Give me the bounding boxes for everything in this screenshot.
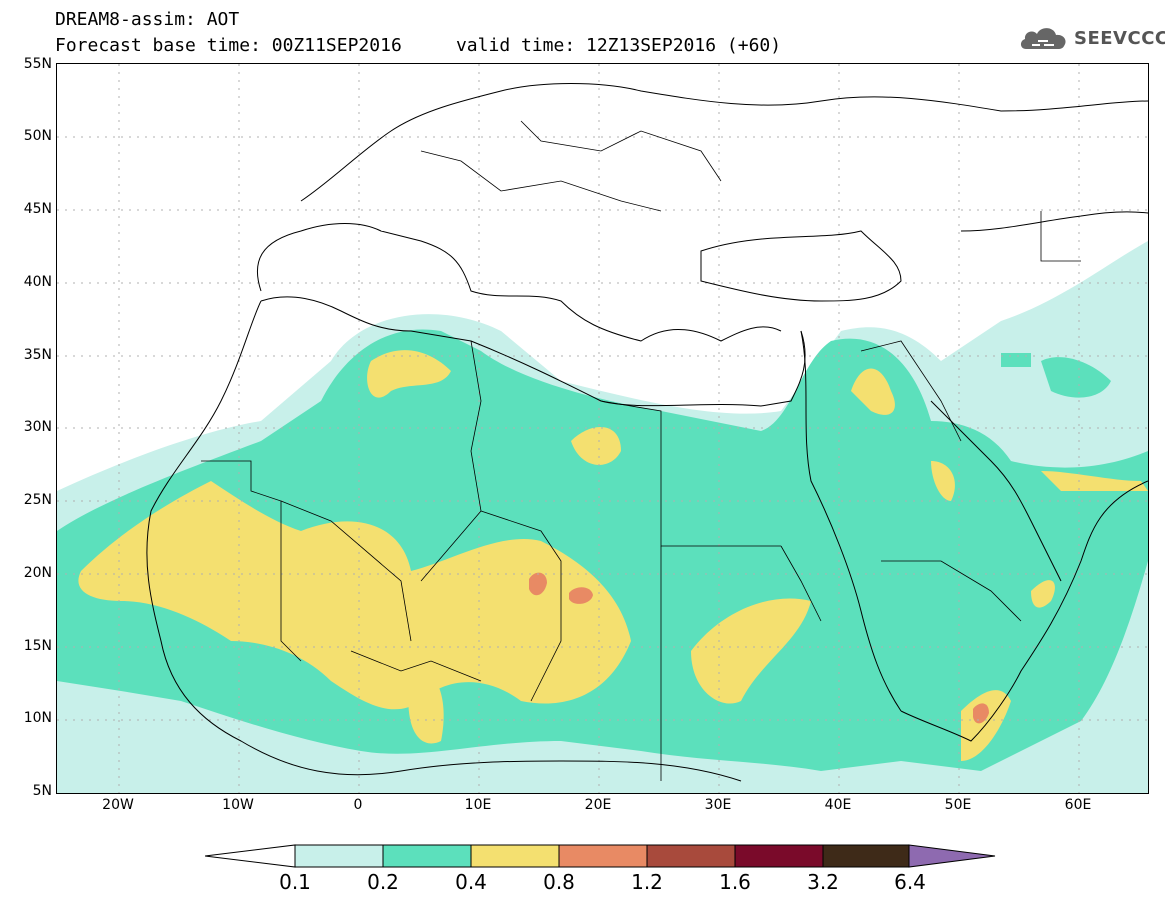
colorbar-label-0-1: 0.1 (279, 870, 311, 894)
graticule (57, 64, 1148, 793)
lat-label-30n: 30N (23, 419, 52, 435)
borders (201, 120, 1081, 781)
coastlines (146, 83, 1148, 782)
lat-label-50n: 50N (23, 128, 52, 144)
chart-title: DREAM8-assim: AOT (55, 9, 240, 30)
lon-label-10w: 10W (222, 797, 254, 813)
lat-label-45n: 45N (23, 201, 52, 217)
colorbar-label-0-8: 0.8 (543, 870, 575, 894)
colorbar-label-1-6: 1.6 (719, 870, 751, 894)
map-canvas (57, 64, 1148, 793)
lon-label-0: 0 (353, 797, 363, 813)
colorbar-swatch-4 (646, 844, 736, 868)
colorbar-swatch-3 (558, 844, 648, 868)
lat-label-5n: 5N (32, 783, 52, 799)
lat-label-55n: 55N (23, 56, 52, 72)
colorbar-swatch-1 (382, 844, 472, 868)
colorbar-label-3-2: 3.2 (807, 870, 839, 894)
colorbar-under-arrow (205, 844, 296, 868)
lon-label-40e: 40E (824, 797, 852, 813)
aot-field-0-4 (78, 350, 1148, 761)
lon-label-30e: 30E (704, 797, 732, 813)
colorbar-label-0-2: 0.2 (367, 870, 399, 894)
lon-label-20e: 20E (584, 797, 612, 813)
cloud-icon (1020, 28, 1066, 49)
colorbar-swatch-2 (470, 844, 560, 868)
colorbar-label-1-2: 1.2 (631, 870, 663, 894)
colorbar (205, 844, 996, 868)
lat-label-10n: 10N (23, 710, 52, 726)
colorbar-swatch-0 (294, 844, 384, 868)
lon-label-20w: 20W (102, 797, 134, 813)
lat-label-35n: 35N (23, 347, 52, 363)
lat-label-20n: 20N (23, 565, 52, 581)
colorbar-swatch-5 (734, 844, 824, 868)
colorbar-over-arrow (908, 844, 996, 868)
lat-label-25n: 25N (23, 492, 52, 508)
forecast-times: Forecast base time: 00Z11SEP2016 valid t… (55, 35, 782, 56)
lat-label-15n: 15N (23, 638, 52, 654)
colorbar-label-0-4: 0.4 (455, 870, 487, 894)
colorbar-label-6-4: 6.4 (894, 870, 926, 894)
colorbar-swatch-6 (822, 844, 910, 868)
seevccc-logo: SEEVCCC (1018, 22, 1165, 54)
logo-text: SEEVCCC (1074, 27, 1165, 49)
lon-label-10e: 10E (464, 797, 492, 813)
aot-field-0-8 (529, 572, 989, 724)
aot-map (56, 63, 1149, 794)
lon-label-50e: 50E (944, 797, 972, 813)
lon-label-60e: 60E (1064, 797, 1092, 813)
lat-label-40n: 40N (23, 274, 52, 290)
